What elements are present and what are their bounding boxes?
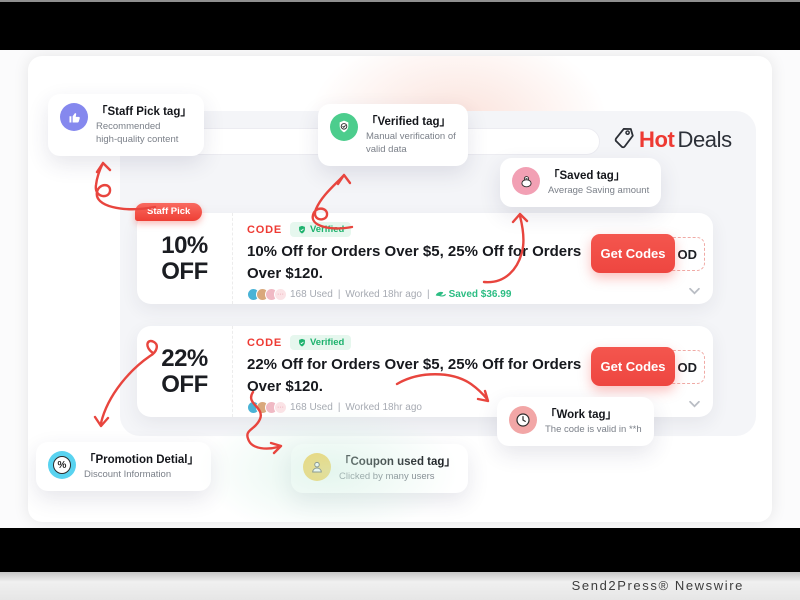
callout-desc: Average Saving amount: [548, 185, 650, 196]
get-codes-group: OD Get Codes: [591, 234, 705, 274]
main-area: Hot Deals Staff Pick 10% OFF CODE: [0, 50, 800, 528]
worked-ago: Worked 18hr ago: [345, 288, 422, 300]
coupon-meta: ··· 168 Used | Worked 18hr ago | Saved $…: [247, 287, 583, 301]
user-avatars: ···: [247, 287, 287, 301]
callout-work-tag: 「Work tag」 The code is valid in **h: [497, 397, 654, 446]
discount-value: 22% OFF: [137, 326, 233, 417]
hotdeals-logo[interactable]: Hot Deals: [612, 124, 732, 156]
callout-title: 「Coupon used tag」: [339, 456, 456, 468]
used-count: 168 Used: [290, 288, 333, 300]
avatar-more: ···: [274, 400, 287, 414]
callout-promotion-detail: % 「Promotion Detial」 Discount Informatio…: [36, 442, 212, 491]
discount-off: OFF: [161, 257, 208, 285]
callout-saved-tag: 「Saved tag」 Average Saving amount: [500, 158, 662, 207]
discount-percent: 10%: [161, 231, 208, 259]
callout-desc: Recommended high-quality content: [96, 121, 179, 145]
sprout-icon: [435, 291, 446, 297]
attribution-text: Send2Press® Newswire: [0, 572, 800, 600]
callout-desc: Manual verification of valid data: [366, 131, 456, 155]
get-codes-group: OD Get Codes: [591, 347, 705, 387]
logo-text-deals: Deals: [677, 127, 732, 152]
shield-check-icon: [330, 113, 358, 141]
price-tag-icon: [612, 126, 636, 155]
separator: |: [337, 401, 341, 413]
callout-desc: Clicked by many users: [339, 471, 435, 482]
discount-percent: 22%: [161, 344, 208, 372]
separator: |: [337, 288, 341, 300]
verified-badge: Verified: [289, 222, 352, 237]
bottom-black-bar: [0, 528, 800, 572]
saved-amount: Saved $36.99: [435, 289, 511, 300]
percent-icon: %: [48, 451, 76, 479]
callout-verified-tag: 「Verified tag」 Manual verification of va…: [318, 104, 468, 166]
get-codes-button[interactable]: Get Codes: [591, 347, 675, 386]
callout-title: 「Work tag」: [545, 409, 617, 421]
get-codes-button[interactable]: Get Codes: [591, 234, 675, 273]
discount-off: OFF: [161, 370, 208, 398]
callout-desc: Discount Information: [84, 469, 172, 480]
top-black-bar: [0, 2, 800, 50]
thumbs-up-icon: [60, 103, 88, 131]
piggy-bank-icon: [512, 167, 540, 195]
separator: |: [426, 288, 430, 300]
worked-ago: Worked 18hr ago: [345, 401, 422, 413]
callout-desc: The code is valid in **h: [545, 424, 642, 435]
coupon-title: 10% Off for Orders Over $5, 25% Off for …: [247, 243, 582, 282]
coupon-card-1: Staff Pick 10% OFF CODE Verified: [135, 203, 713, 304]
chevron-down-icon[interactable]: [688, 282, 701, 300]
flyer-card: Hot Deals Staff Pick 10% OFF CODE: [28, 56, 772, 522]
avatar-more: ···: [274, 287, 287, 301]
callout-staff-pick-tag: 「Staff Pick tag」 Recommended high-qualit…: [48, 94, 204, 156]
code-type-label: CODE: [247, 336, 282, 349]
code-type-label: CODE: [247, 223, 282, 236]
user-avatars: ···: [247, 400, 287, 414]
chevron-down-icon[interactable]: [688, 395, 701, 413]
logo-text-hot: Hot: [639, 127, 675, 152]
discount-value: 10% OFF: [137, 213, 233, 304]
user-icon: [303, 453, 331, 481]
used-count: 168 Used: [290, 401, 333, 413]
verified-badge: Verified: [289, 335, 352, 350]
callout-title: 「Promotion Detial」: [84, 454, 200, 466]
coupon-title: 22% Off for Orders Over $5, 25% Off for …: [247, 356, 582, 395]
callout-title: 「Verified tag」: [366, 116, 451, 128]
shield-check-icon: [299, 225, 305, 234]
callout-coupon-used-tag: 「Coupon used tag」 Clicked by many users: [291, 444, 468, 493]
clock-icon: [509, 406, 537, 434]
callout-title: 「Saved tag」: [548, 170, 626, 182]
shield-check-icon: [299, 338, 305, 347]
callout-title: 「Staff Pick tag」: [96, 106, 192, 118]
